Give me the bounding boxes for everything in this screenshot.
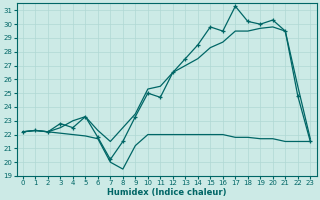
X-axis label: Humidex (Indice chaleur): Humidex (Indice chaleur) xyxy=(107,188,226,197)
